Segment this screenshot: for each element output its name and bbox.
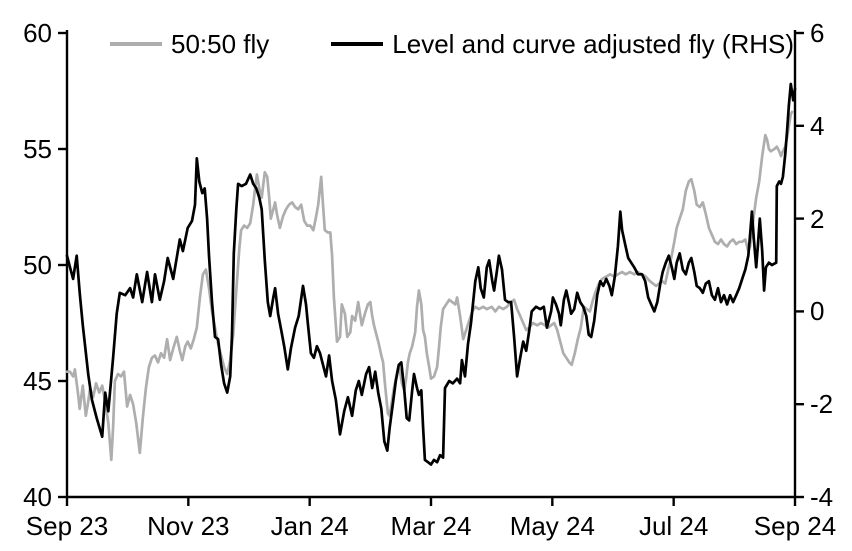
x-axis-tick-label: Mar 24 (390, 511, 472, 541)
series-line-1 (65, 82, 797, 466)
y-left-tick-label: 45 (23, 366, 52, 396)
gray-line-swatch-icon (110, 42, 162, 46)
x-axis-tick-label: Jul 24 (638, 511, 709, 541)
y-left-tick-label: 40 (23, 482, 52, 512)
x-axis-tick-label: Sep 24 (753, 511, 837, 541)
legend-label-level-curve-fly: Level and curve adjusted fly (RHS) (392, 29, 795, 59)
series-line-0 (65, 110, 794, 462)
legend-item-level-curve-fly: Level and curve adjusted fly (RHS) (331, 29, 794, 59)
legend: 50:50 fly Level and curve adjusted fly (… (110, 29, 794, 59)
y-left-tick-label: 50 (23, 250, 52, 280)
y-right-tick-label: 6 (810, 18, 825, 48)
black-line-swatch-icon (331, 42, 384, 46)
x-axis-tick-label: Sep 23 (25, 511, 109, 541)
x-axis-tick-label: Nov 23 (147, 511, 230, 541)
y-right-tick-label: 2 (810, 203, 825, 234)
y-right-tick-label: 0 (810, 296, 825, 327)
y-right-tick-label: -4 (810, 482, 834, 512)
y-left-tick-label: 60 (23, 18, 52, 48)
legend-label-5050-fly: 50:50 fly (171, 29, 270, 59)
x-axis-tick-label: May 24 (509, 511, 595, 541)
y-right-tick-label: 4 (810, 110, 825, 141)
y-right-tick-label: -2 (810, 389, 834, 420)
y-left-tick-label: 55 (23, 134, 52, 164)
legend-item-5050-fly: 50:50 fly (110, 29, 269, 59)
x-axis-tick-label: Jan 24 (270, 511, 349, 541)
